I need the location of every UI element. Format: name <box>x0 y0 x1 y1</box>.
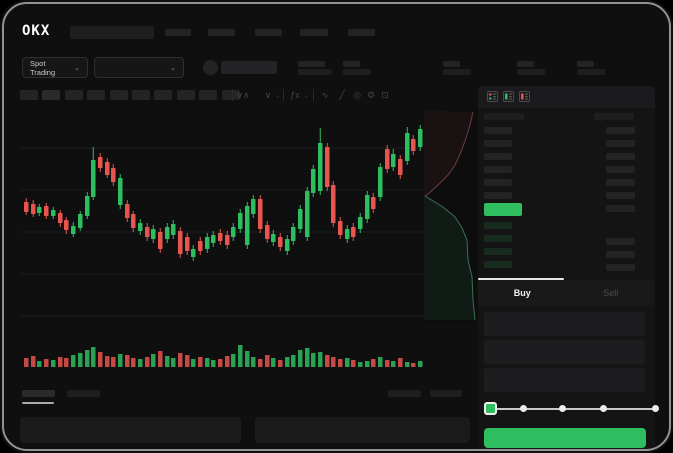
toolbar-interval-skeleton[interactable] <box>176 90 195 100</box>
orderbook-view-bids-icon[interactable] <box>503 91 514 102</box>
orderbook-row[interactable] <box>484 235 512 242</box>
coin-avatar <box>203 60 218 75</box>
bottom-action-skeleton[interactable] <box>388 390 421 397</box>
orderbook-row[interactable] <box>606 264 635 271</box>
slider-stop-50[interactable] <box>559 405 566 412</box>
market-type-dropdown[interactable]: Spot Trading ⌄ <box>22 57 88 78</box>
ticker-stat-skeleton <box>517 61 534 67</box>
toolbar-interval-skeleton[interactable] <box>199 90 218 100</box>
toolbar-interval-skeleton[interactable] <box>87 90 106 100</box>
orderbook-row[interactable] <box>606 153 635 160</box>
orders-table-skeleton <box>255 417 470 443</box>
orderbook-row[interactable] <box>484 127 512 134</box>
depth-chart <box>424 110 477 322</box>
slider-stop-75[interactable] <box>600 405 607 412</box>
candlestick-chart[interactable] <box>20 108 424 374</box>
snapshot-icon[interactable]: ◎ <box>353 90 361 100</box>
active-tab-underline <box>22 402 54 404</box>
orderbook-view-both-icon[interactable] <box>487 91 498 102</box>
toolbar-interval-skeleton[interactable] <box>221 90 240 100</box>
orderbook-row[interactable] <box>606 166 635 173</box>
orderbook-row[interactable] <box>606 140 635 147</box>
nav-item-skeleton[interactable] <box>208 29 235 36</box>
chevron-down-icon: ⌄ <box>275 93 281 99</box>
price-input-skeleton[interactable] <box>484 312 645 336</box>
ticker-stat-skeleton <box>343 61 360 67</box>
amount-slider-handle[interactable] <box>484 402 497 415</box>
orderbook-row[interactable] <box>484 248 512 255</box>
toolbar-interval-skeleton[interactable] <box>64 90 83 100</box>
bottom-tab-skeleton[interactable] <box>67 390 100 397</box>
orderbook-amount-header-skeleton <box>594 113 634 120</box>
orderbook-row[interactable] <box>484 140 512 147</box>
header-placeholder <box>70 26 154 39</box>
slider-stop-25[interactable] <box>520 405 527 412</box>
ticker-stat-skeleton <box>443 69 471 75</box>
ticker-stat-skeleton <box>517 69 545 75</box>
ticker-stat-skeleton <box>298 69 332 75</box>
orderbook-row[interactable] <box>484 192 512 199</box>
orderbook-price-header-skeleton <box>484 113 524 120</box>
ticker-stat-skeleton <box>577 61 594 67</box>
okx-logo: OKX <box>22 23 51 39</box>
bottom-tab-skeleton-active[interactable] <box>22 390 55 397</box>
orderbook-row[interactable] <box>606 238 635 245</box>
toolbar-interval-skeleton[interactable] <box>20 90 38 100</box>
tab-buy[interactable]: Buy <box>513 287 531 298</box>
settings-gear-icon[interactable]: ⚙ <box>366 90 376 100</box>
amount-input-skeleton[interactable] <box>484 340 645 364</box>
line-tool-icon[interactable]: ∿ <box>321 90 329 100</box>
divider <box>313 89 314 101</box>
orderbook-row[interactable] <box>606 205 635 212</box>
toolbar-interval-skeleton[interactable] <box>132 90 150 100</box>
chevron-down-icon: ⌄ <box>74 64 80 72</box>
nav-item-skeleton[interactable] <box>255 29 282 36</box>
orders-table-skeleton <box>20 417 241 443</box>
chevron-down-icon: ⌄ <box>170 64 176 72</box>
divider <box>283 89 284 101</box>
toolbar-interval-skeleton[interactable] <box>109 90 128 100</box>
buy-submit-button[interactable] <box>484 428 646 448</box>
orderbook-row[interactable] <box>484 166 512 173</box>
nav-item-skeleton[interactable] <box>348 29 375 36</box>
total-input-skeleton[interactable] <box>484 368 645 392</box>
toolbar-interval-skeleton[interactable] <box>42 90 61 100</box>
nav-item-skeleton[interactable] <box>300 29 328 36</box>
slider-stop-100[interactable] <box>652 405 659 412</box>
active-tab-indicator <box>478 278 564 280</box>
order-side-tabs: Buy Sell <box>478 280 655 305</box>
amount-slider-track[interactable] <box>490 408 656 410</box>
pair-name-skeleton <box>221 61 277 74</box>
ticker-stat-skeleton <box>443 61 460 67</box>
ticker-stat-skeleton <box>298 61 325 67</box>
interval-icon[interactable]: ∨∧ <box>236 90 250 100</box>
orderbook-row[interactable] <box>484 153 512 160</box>
chart-type-icon[interactable]: ∨ <box>264 90 272 100</box>
orderbook-row[interactable] <box>606 127 635 134</box>
ticker-stat-skeleton <box>577 69 605 75</box>
toolbar-interval-skeleton[interactable] <box>154 90 173 100</box>
indicators-icon[interactable]: ƒx <box>290 90 300 100</box>
tab-sell[interactable]: Sell <box>603 287 619 298</box>
fullscreen-icon[interactable]: ⊡ <box>381 90 389 100</box>
bottom-action-skeleton[interactable] <box>430 390 462 397</box>
nav-item-skeleton[interactable] <box>165 29 191 36</box>
orderbook-row[interactable] <box>484 222 512 229</box>
market-type-label: Spot Trading <box>30 58 56 77</box>
divider <box>232 89 233 101</box>
pair-select[interactable]: ⌄ <box>94 57 184 78</box>
orderbook-row[interactable] <box>606 251 635 258</box>
orderbook-row[interactable] <box>484 261 512 268</box>
orderbook-row[interactable] <box>606 192 635 199</box>
draw-tool-icon[interactable]: ╱ <box>339 90 345 100</box>
orderbook-row[interactable] <box>606 179 635 186</box>
ticker-stat-skeleton <box>343 69 371 75</box>
orderbook-row[interactable] <box>484 179 512 186</box>
chevron-down-icon: ⌄ <box>304 93 310 99</box>
last-price-badge[interactable] <box>484 203 522 216</box>
orderbook-view-asks-icon[interactable] <box>519 91 530 102</box>
